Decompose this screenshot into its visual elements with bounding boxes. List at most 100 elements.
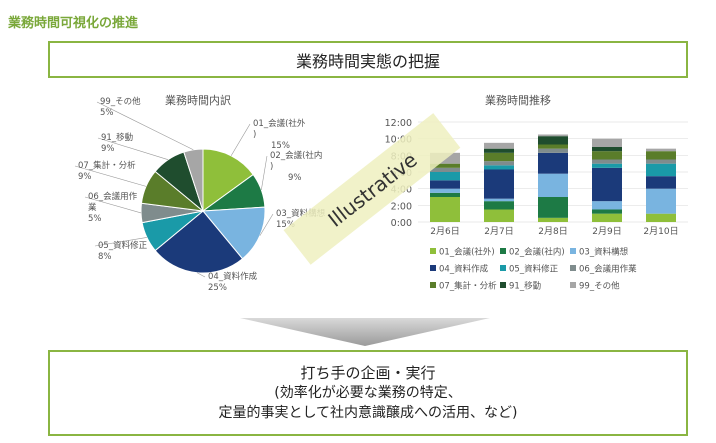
pie-slice — [202, 148, 254, 212]
bottom-box: 打ち手の企画・実行 (効率化が必要な業務の特定、 定量的事実として社内意識醸成へ… — [48, 350, 688, 436]
pie-label: 01_会議(社外 — [253, 118, 306, 129]
pie-slice — [183, 148, 204, 212]
x-tick-label: 2月6日 — [430, 226, 459, 237]
down-arrow-icon — [240, 318, 490, 346]
legend-label: 04_資料作成 — [439, 264, 489, 275]
legend-swatch — [430, 248, 436, 254]
pie-leader-line — [97, 137, 169, 161]
x-tick-label: 2月8日 — [538, 226, 567, 237]
bar-segment — [484, 161, 514, 166]
watermark-band — [283, 113, 461, 265]
pie-label: ) — [270, 162, 273, 172]
x-tick-label: 2月9日 — [592, 226, 621, 237]
bar-segment — [592, 209, 622, 214]
pie-title: 業務時間内訳 — [165, 93, 231, 107]
bar-segment — [538, 144, 568, 149]
bar-segment — [646, 213, 676, 222]
bar-segment — [484, 198, 514, 202]
pie-label: 9% — [78, 172, 92, 182]
pie-label: 99_その他 — [100, 96, 141, 107]
pie-slice — [154, 210, 244, 274]
pie-leader-line — [197, 272, 206, 278]
pie-label: 05_資料修正 — [98, 240, 148, 251]
x-tick-label: 2月10日 — [643, 226, 678, 237]
y-tick-label: 10:00 — [385, 135, 412, 146]
legend-swatch — [570, 248, 576, 254]
legend-label: 91_移動 — [509, 281, 541, 292]
bar-segment — [592, 151, 622, 160]
bar-segment — [484, 152, 514, 162]
bar-segment — [484, 209, 514, 222]
bar-segment — [538, 134, 568, 137]
bar-segment — [592, 147, 622, 152]
bar-segment — [592, 167, 622, 202]
legend-label: 07_集計・分析 — [439, 281, 497, 292]
pie-label: 業 — [88, 202, 97, 213]
legend-label: 03_資料構想 — [579, 247, 629, 258]
pie-leader-line — [261, 155, 268, 191]
legend-swatch — [430, 282, 436, 288]
legend-label: 99_その他 — [579, 281, 620, 292]
bar-segment — [484, 165, 514, 170]
legend-label: 01_会議(社外) — [439, 247, 495, 258]
charts-svg: 業務時間内訳01_会議(社外)15%02_会議(社内)9%03_資料構想15%0… — [74, 93, 688, 293]
pie-label: 02_会議(社内 — [270, 150, 322, 161]
pie-label: 03_資料構想 — [276, 208, 326, 219]
bar-segment — [430, 192, 460, 197]
pie-slice — [201, 206, 266, 260]
top-box-text: 業務時間実態の把握 — [295, 51, 440, 71]
bottom-line-3: 定量的事実として社内意識醸成への活用、など) — [218, 405, 518, 421]
pie-label: 9% — [101, 144, 115, 154]
pie-label: 06_会議用作 — [88, 191, 138, 202]
bar-segment — [592, 201, 622, 210]
bar-segment — [646, 188, 676, 214]
bar-segment — [484, 201, 514, 210]
page-title: 業務時間可視化の推進 — [8, 16, 139, 31]
bottom-line-1: 打ち手の企画・実行 — [300, 364, 436, 382]
bar-segment — [538, 197, 568, 218]
pie-leader-line — [84, 196, 142, 214]
bar-segment — [430, 167, 460, 172]
bar-segment — [592, 213, 622, 222]
x-tick-label: 2月7日 — [484, 226, 513, 237]
legend-label: 05_資料修正 — [509, 264, 559, 275]
bar-segment — [538, 152, 568, 174]
bar-segment — [430, 163, 460, 168]
legend-swatch — [570, 282, 576, 288]
pie-label: 04_資料作成 — [208, 271, 258, 282]
bar-segment — [646, 159, 676, 164]
pie-label: 25% — [208, 283, 227, 293]
top-box: 業務時間実態の把握 — [48, 41, 688, 78]
charts-panel: 業務時間内訳 01_会議(社外) 15% 02_会議(社内) 9% 03_資料構想 15% 0… — [48, 82, 688, 304]
pie-leader-line — [230, 123, 251, 156]
legend-swatch — [500, 282, 506, 288]
pie-label: 5% — [88, 214, 102, 224]
bar-segment — [646, 148, 676, 152]
bar-segment — [430, 188, 460, 193]
legend-swatch — [500, 248, 506, 254]
legend-label: 06_会議用作業 — [579, 264, 637, 275]
bar-segment — [592, 138, 622, 147]
y-tick-label: 2:00 — [391, 201, 412, 212]
pie-leader-line — [74, 165, 147, 187]
bar-segment — [538, 148, 568, 153]
pie-label: 15% — [271, 141, 290, 151]
bar-title: 業務時間推移 — [485, 93, 551, 107]
pie-leader-line — [94, 237, 147, 247]
bar-segment — [430, 172, 460, 181]
y-tick-label: 0:00 — [391, 218, 412, 229]
pie-label: 15% — [276, 220, 295, 230]
bar-segment — [484, 169, 514, 199]
legend-swatch — [570, 265, 576, 271]
bottom-line-2: (効率化が必要な業務の特定、 — [274, 385, 462, 401]
bar-segment — [538, 173, 568, 197]
bar-segment — [538, 217, 568, 222]
bar-segment — [646, 176, 676, 189]
bar-segment — [646, 151, 676, 160]
pie-label: 8% — [98, 252, 112, 262]
legend-swatch — [500, 265, 506, 271]
pie-label: 9% — [288, 173, 302, 183]
legend-swatch — [430, 265, 436, 271]
pie-label: 5% — [100, 108, 114, 118]
bar-segment — [592, 159, 622, 164]
